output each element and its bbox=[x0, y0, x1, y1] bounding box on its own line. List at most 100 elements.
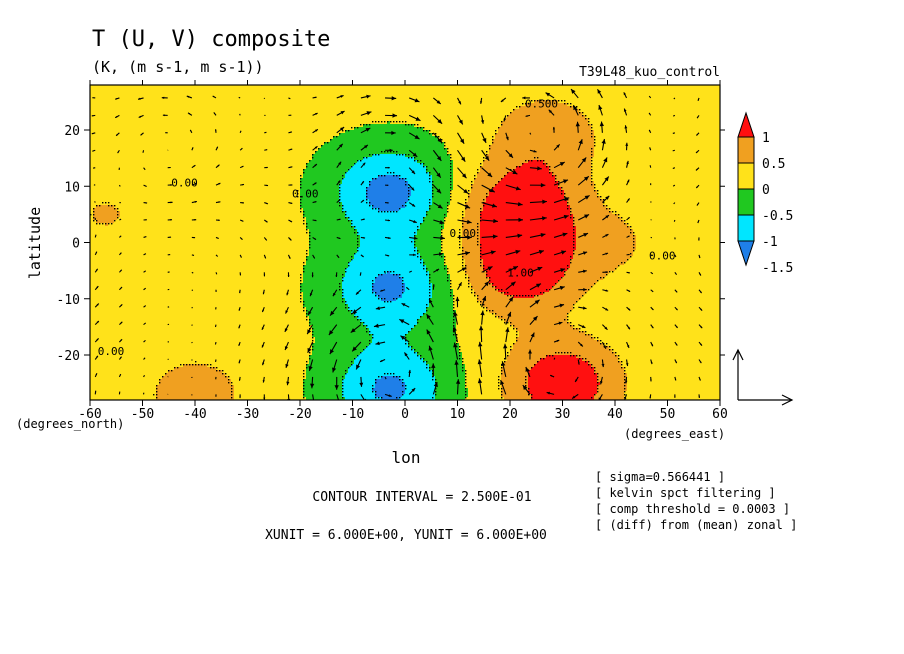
field-cell bbox=[156, 109, 160, 113]
field-cell bbox=[135, 331, 139, 335]
field-cell bbox=[165, 220, 169, 224]
field-cell bbox=[177, 193, 181, 197]
field-cell bbox=[126, 367, 130, 371]
field-cell bbox=[93, 295, 97, 299]
field-cell bbox=[93, 175, 97, 179]
field-cell bbox=[99, 253, 103, 257]
field-cell bbox=[108, 160, 112, 164]
field-cell bbox=[129, 382, 133, 386]
field-cell bbox=[219, 196, 223, 200]
field-cell bbox=[180, 91, 184, 95]
field-cell bbox=[213, 391, 217, 395]
field-cell bbox=[96, 184, 100, 188]
field-cell bbox=[174, 256, 178, 260]
field-cell bbox=[141, 364, 145, 368]
field-cell bbox=[105, 337, 109, 341]
field-cell bbox=[96, 169, 100, 173]
field-cell bbox=[153, 376, 157, 380]
field-cell bbox=[93, 118, 97, 122]
field-cell bbox=[201, 88, 205, 92]
field-cell bbox=[129, 157, 133, 161]
field-cell bbox=[165, 94, 169, 98]
field-cell bbox=[204, 88, 208, 92]
field-cell bbox=[210, 385, 214, 389]
field-cell bbox=[183, 166, 187, 170]
field-cell bbox=[195, 298, 199, 302]
field-cell bbox=[189, 277, 193, 281]
field-cell bbox=[102, 229, 106, 233]
field-cell bbox=[123, 208, 127, 212]
field-cell bbox=[177, 292, 181, 296]
field-cell bbox=[144, 163, 148, 167]
field-cell bbox=[96, 397, 100, 400]
field-cell bbox=[204, 115, 208, 119]
field-cell bbox=[201, 259, 205, 263]
field-cell bbox=[222, 316, 226, 320]
field-cell bbox=[99, 268, 103, 272]
field-cell bbox=[108, 214, 112, 218]
field-cell bbox=[117, 103, 121, 107]
field-cell bbox=[138, 325, 142, 329]
field-cell bbox=[219, 241, 223, 245]
field-cell bbox=[192, 100, 196, 104]
field-cell bbox=[108, 367, 112, 371]
field-cell bbox=[174, 109, 178, 113]
field-cell bbox=[201, 295, 205, 299]
field-cell bbox=[123, 148, 127, 152]
field-cell bbox=[90, 106, 94, 110]
field-cell bbox=[171, 88, 175, 92]
field-cell bbox=[102, 259, 106, 263]
field-cell bbox=[228, 382, 232, 386]
field-cell bbox=[108, 286, 112, 290]
field-cell bbox=[174, 358, 178, 362]
field-cell bbox=[171, 274, 175, 278]
field-cell bbox=[90, 178, 94, 182]
field-cell bbox=[102, 316, 106, 320]
field-cell bbox=[213, 244, 217, 248]
field-cell bbox=[93, 268, 97, 272]
field-cell bbox=[153, 286, 157, 290]
field-cell bbox=[165, 193, 169, 197]
field-cell bbox=[204, 154, 208, 158]
field-cell bbox=[150, 247, 154, 251]
field-cell bbox=[225, 178, 229, 182]
field-cell bbox=[207, 298, 211, 302]
field-cell bbox=[144, 205, 148, 209]
field-cell bbox=[150, 115, 154, 119]
field-cell bbox=[129, 199, 133, 203]
field-cell bbox=[132, 382, 136, 386]
field-cell bbox=[144, 136, 148, 140]
field-cell bbox=[171, 346, 175, 350]
field-cell bbox=[174, 361, 178, 365]
field-cell bbox=[165, 331, 169, 335]
field-cell bbox=[204, 295, 208, 299]
field-cell bbox=[195, 139, 199, 143]
field-cell bbox=[150, 304, 154, 308]
field-cell bbox=[222, 397, 226, 400]
field-cell bbox=[195, 211, 199, 215]
field-cell bbox=[117, 301, 121, 305]
field-cell bbox=[162, 148, 166, 152]
field-cell bbox=[114, 160, 118, 164]
field-cell bbox=[90, 325, 94, 329]
field-cell bbox=[180, 307, 184, 311]
field-cell bbox=[147, 103, 151, 107]
field-cell bbox=[174, 343, 178, 347]
field-cell bbox=[153, 193, 157, 197]
field-cell bbox=[219, 265, 223, 269]
field-cell bbox=[126, 358, 130, 362]
field-cell bbox=[216, 247, 220, 251]
field-cell bbox=[93, 343, 97, 347]
field-cell bbox=[219, 262, 223, 266]
field-cell bbox=[156, 322, 160, 326]
field-cell bbox=[102, 268, 106, 272]
field-cell bbox=[150, 181, 154, 185]
field-cell bbox=[168, 391, 172, 395]
field-cell bbox=[138, 136, 142, 140]
field-cell bbox=[165, 112, 169, 116]
field-cell bbox=[180, 100, 184, 104]
field-cell bbox=[126, 238, 130, 242]
field-cell bbox=[114, 322, 118, 326]
field-cell bbox=[210, 370, 214, 374]
field-cell bbox=[144, 367, 148, 371]
